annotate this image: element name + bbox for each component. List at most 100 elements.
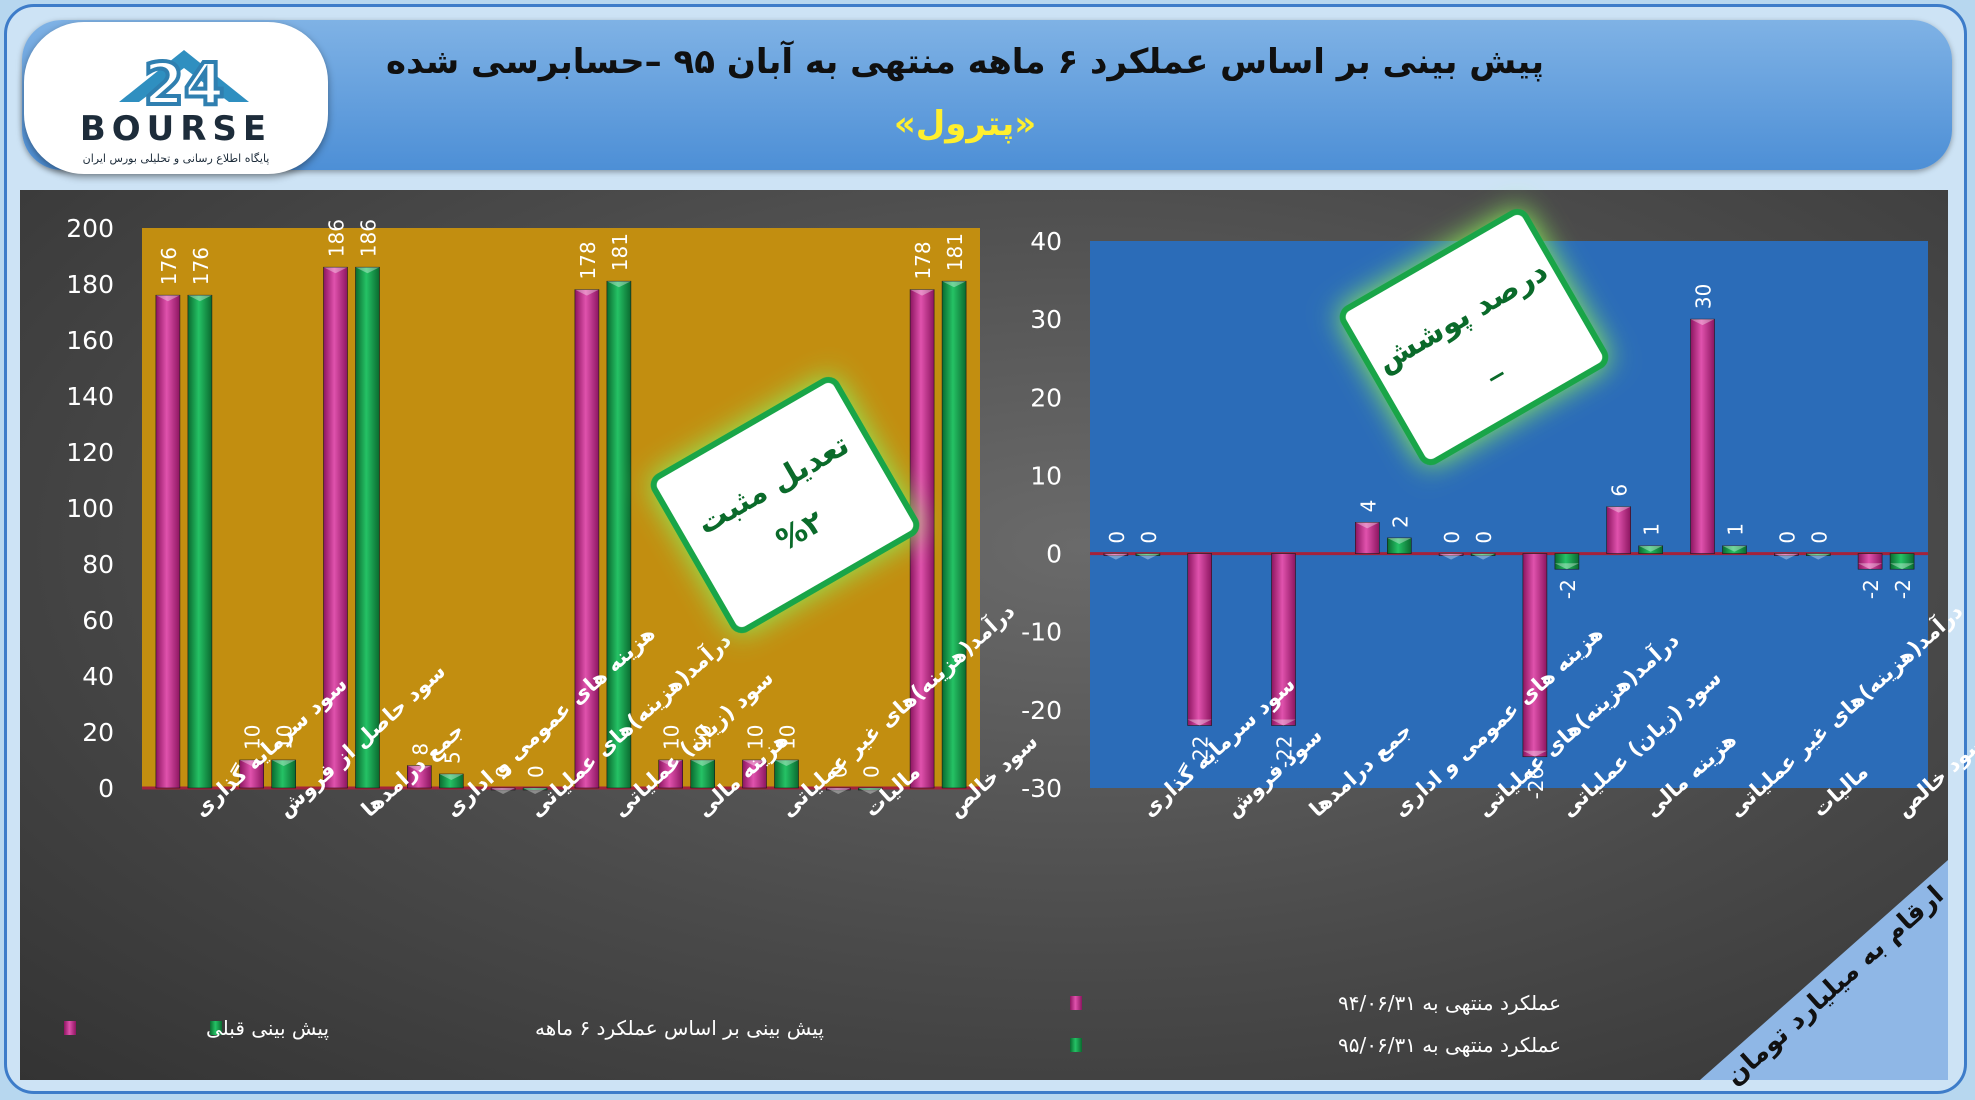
y-tick-label: 40 [1030,227,1062,256]
legend-swatch [210,1021,222,1035]
bar-bevel [1774,553,1799,560]
badge-box [1339,208,1609,466]
y-tick-label: 10 [1030,461,1062,490]
data-label: 181 [608,233,632,271]
y-tick-label: 180 [66,270,114,299]
y-tick-label: 60 [82,606,114,635]
bar [155,294,181,789]
data-label: -2 [1859,579,1883,599]
bar [1438,553,1464,556]
bar-bevel [407,765,432,772]
bar [1522,553,1548,758]
data-label: 0 [524,765,548,778]
bar-bevel [1690,319,1715,326]
data-label: 1 [1640,523,1664,536]
bar-bevel [774,760,799,766]
left-legend: پیش بینی قبلی پیش بینی بر اساس عملکرد ۶ م… [64,1016,824,1041]
bar [1554,553,1580,570]
units-corner-banner [1700,860,1948,1080]
bar [1187,553,1212,726]
y-tick-label: -20 [1021,696,1062,725]
bar [1470,553,1496,556]
bar-bevel [1722,545,1747,552]
bar [941,280,967,789]
logo-caption: پایگاه اطلاع رسانی و تحلیلی بورس ایران [83,152,270,165]
bar [522,787,548,791]
data-label: 186 [325,219,349,257]
bar-bevel [574,289,599,296]
bar [606,280,632,789]
legend-label: عملکرد منتهی به ۹۵/۰۶/۳۱ [1338,1033,1561,1057]
bar-bevel [523,788,548,794]
data-label: 0 [1105,531,1129,544]
bar [774,759,799,789]
bar-bevel [239,760,264,766]
data-label: -2 [1556,579,1580,599]
data-label: 178 [911,241,935,279]
bar [1103,553,1129,556]
bar-bevel [187,295,212,302]
bar-bevel [1135,553,1160,560]
data-label: 10 [744,725,768,750]
legend-label: عملکرد منتهی به ۹۴/۰۶/۳۱ [1338,991,1561,1015]
bar [742,759,767,789]
bar [574,289,600,789]
bar [857,787,883,791]
company-name: «پترول» [893,104,1037,144]
bar [1857,553,1883,570]
bar-bevel [942,281,967,288]
data-label: 8 [408,743,432,756]
data-label: -26 [1524,767,1548,800]
legend-label: پیش بینی قبلی [206,1016,329,1041]
bar-bevel [910,289,935,296]
left-chart-bars: 176 10 186 8 0 178 10 10 0 178 176 10 186 5 0 181 10 10 0 1… [155,219,967,794]
data-label: 5 [440,751,464,764]
y-tick-label: 160 [66,326,114,355]
bar-bevel [1522,750,1547,757]
legend-swatch [1070,996,1082,1010]
bar [1271,553,1296,726]
coverage-percent-badge: درصد پوشش _ [1339,208,1609,466]
data-label: 178 [576,241,600,279]
data-label: 10 [660,725,684,750]
data-label: 176 [189,247,213,285]
bar-bevel [690,760,715,766]
data-label: -2 [1891,579,1915,599]
bar-bevel [155,295,180,302]
bar [187,294,213,789]
bar [1722,545,1747,554]
bar-bevel [1471,553,1496,560]
bar-bevel [826,788,851,794]
bar-bevel [439,774,464,780]
bar [355,266,380,789]
logo-number: 24 [144,50,225,118]
bar [239,759,264,789]
bar-bevel [1439,553,1464,560]
bar-bevel [742,760,767,766]
data-label: 0 [1472,531,1496,544]
legend-swatch [1070,1038,1082,1052]
bar [909,289,935,789]
logo-roof-shape [119,50,249,102]
bar [658,759,684,789]
data-label: 0 [1137,531,1161,544]
bar-bevel [1606,506,1631,513]
data-label: 0 [859,765,883,778]
bar [490,787,516,791]
logo-text: BOURSE [80,109,272,149]
bar [1806,553,1831,556]
y-tick-label: 200 [66,214,114,243]
bar-bevel [271,760,296,766]
data-label: -22 [1273,735,1297,768]
data-label: 30 [1692,284,1716,309]
y-tick-label: 80 [82,550,114,579]
y-tick-label: 20 [82,718,114,747]
bourse24-logo: 24 BOURSE پایگاه اطلاع رسانی و تحلیلی بو… [24,22,328,174]
page-title: پیش بینی بر اساس عملکرد ۶ ماهه منتهی به … [386,42,1544,82]
y-tick-label: 40 [82,662,114,691]
data-label: 0 [827,765,851,778]
bar [1387,537,1412,554]
bar-bevel [491,788,516,794]
bar-bevel [1806,553,1831,560]
